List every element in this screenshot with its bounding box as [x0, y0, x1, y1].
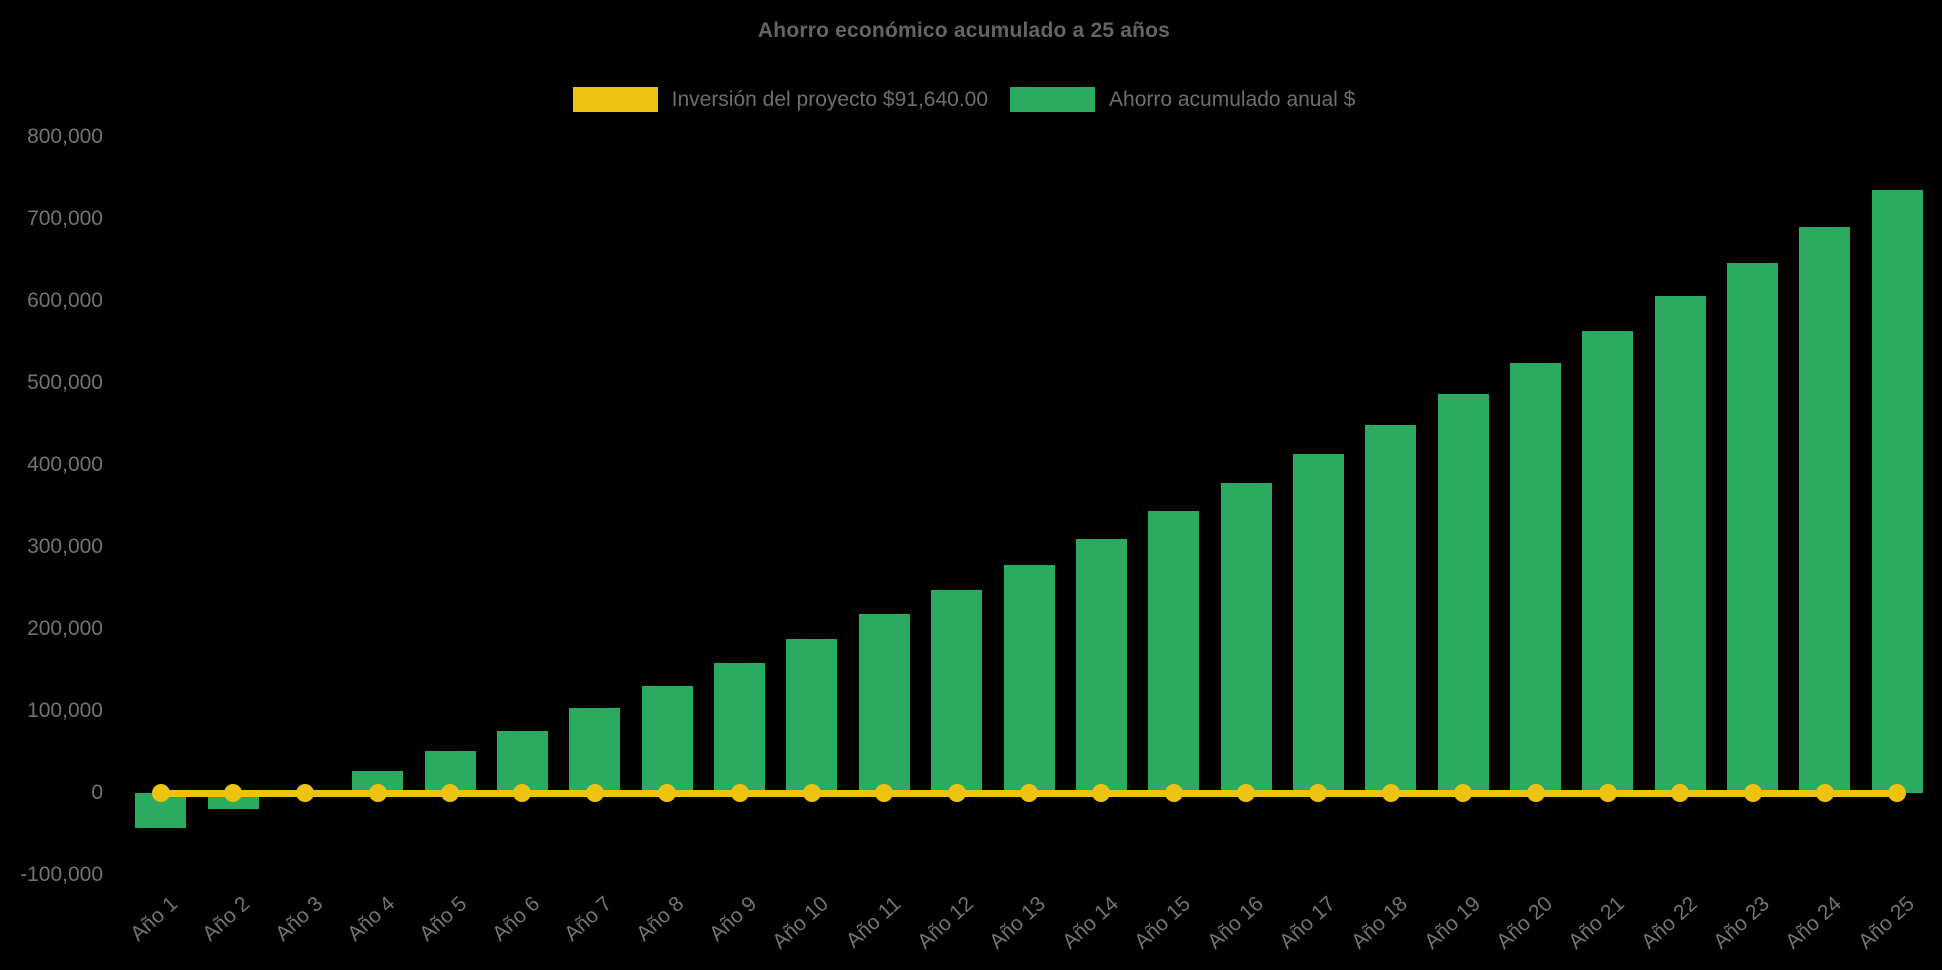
savings-bar [786, 638, 838, 793]
savings-bar [352, 770, 404, 793]
y-tick-label: 0 [91, 781, 103, 804]
savings-bar [1292, 454, 1344, 793]
savings-bar [569, 707, 621, 793]
investment-line-marker-icon [1598, 784, 1617, 802]
y-tick-label: 200,000 [27, 617, 103, 640]
savings-bar [1437, 393, 1489, 793]
y-tick-label: 100,000 [27, 699, 103, 722]
y-tick-label: 700,000 [27, 207, 103, 230]
chart-title: Ahorro económico acumulado a 25 años [757, 19, 1171, 42]
x-tick-label: Año 14 [1057, 892, 1123, 954]
y-tick-label: 300,000 [27, 535, 103, 558]
savings-bar [1727, 263, 1779, 793]
investment-line-marker-icon [1526, 784, 1545, 802]
x-tick-label: Año 11 [841, 892, 906, 953]
investment-line-marker-icon [368, 784, 387, 802]
x-tick-label: Año 4 [342, 892, 400, 946]
x-tick-label: Año 5 [415, 892, 472, 946]
x-tick-label: Año 1 [125, 892, 183, 946]
investment-line-marker-icon [947, 784, 966, 802]
investment-line-marker-icon [585, 784, 604, 802]
investment-line-marker-icon [513, 784, 532, 802]
chart-legend: Inversión del proyecto $91,640.00 Ahorro… [0, 87, 1928, 112]
savings-bar [1510, 362, 1562, 793]
y-tick-label: 600,000 [27, 289, 103, 312]
x-tick-label: Año 9 [704, 892, 761, 946]
legend-label-investment: Inversión del proyecto $91,640.00 [671, 87, 989, 111]
investment-line-marker-icon [1454, 784, 1473, 802]
savings-bar [1003, 565, 1055, 793]
x-tick-label: Año 3 [270, 892, 327, 946]
savings-bar [1148, 510, 1200, 793]
x-tick-label: Año 2 [198, 892, 255, 946]
savings-bar [1871, 190, 1923, 793]
savings-bar [1075, 538, 1127, 793]
x-tick-label: Año 8 [632, 892, 689, 946]
x-tick-label: Año 7 [560, 892, 617, 946]
y-tick-label: 500,000 [27, 371, 103, 394]
investment-legend-swatch-icon [572, 87, 658, 112]
investment-line-marker-icon [1020, 784, 1038, 802]
x-tick-label: Año 13 [985, 892, 1051, 954]
x-tick-label: Año 19 [1419, 892, 1485, 954]
x-tick-label: Año 6 [487, 892, 544, 946]
legend-item-savings[interactable]: Ahorro acumulado anual $ [1010, 87, 1355, 112]
x-tick-label: Año 17 [1274, 892, 1340, 954]
x-tick-label: Año 25 [1853, 892, 1919, 954]
savings-bar [1582, 330, 1634, 793]
investment-line-marker-icon [1309, 784, 1328, 802]
savings-bar [1220, 483, 1272, 793]
investment-line-marker-icon [1743, 784, 1762, 802]
savings-bar [496, 730, 548, 793]
y-tick-label: -100,000 [20, 863, 103, 886]
x-tick-label: Año 18 [1347, 892, 1413, 954]
investment-line-marker-icon [730, 784, 749, 802]
savings-bar [1799, 227, 1851, 793]
x-tick-label: Año 21 [1564, 892, 1630, 954]
x-tick-label: Año 15 [1130, 892, 1196, 954]
investment-line-marker-icon [1381, 784, 1400, 802]
legend-item-investment[interactable]: Inversión del proyecto $91,640.00 [572, 87, 989, 112]
x-tick-label: Año 10 [768, 892, 834, 954]
x-tick-label: Año 16 [1202, 892, 1268, 954]
y-axis: 800,000 700,000 600,000 500,000 400,000 300,0… [0, 0, 103, 970]
y-tick-label: 400,000 [27, 453, 103, 476]
investment-line-marker-icon [1815, 784, 1834, 802]
investment-line-marker-icon [875, 784, 894, 802]
investment-line-marker-icon [1888, 784, 1907, 802]
x-tick-label: Año 24 [1781, 892, 1847, 954]
investment-line-marker-icon [1164, 784, 1183, 802]
x-tick-label: Año 12 [913, 892, 979, 954]
investment-line-marker-icon [1671, 784, 1690, 802]
investment-line-marker-icon [151, 784, 170, 802]
x-tick-label: Año 22 [1636, 892, 1702, 954]
x-tick-label: Año 23 [1709, 892, 1774, 954]
investment-line-marker-icon [1092, 784, 1111, 802]
x-tick-label: Año 20 [1492, 892, 1557, 954]
investment-line-marker-icon [1237, 784, 1256, 802]
investment-line-marker-icon [658, 784, 677, 802]
savings-bar [1365, 424, 1417, 793]
savings-bar [858, 614, 910, 793]
investment-line-marker-icon [224, 784, 243, 802]
investment-line-marker-icon [441, 784, 460, 802]
savings-bar [641, 686, 693, 793]
savings-bar [1654, 296, 1706, 793]
savings-legend-swatch-icon [1010, 87, 1096, 112]
investment-line-marker-icon [296, 784, 315, 802]
investment-line-marker-icon [802, 784, 821, 802]
y-tick-label: 800,000 [27, 125, 103, 148]
legend-label-savings: Ahorro acumulado anual $ [1109, 87, 1356, 111]
savings-bar [931, 589, 983, 793]
savings-bar [714, 663, 766, 793]
